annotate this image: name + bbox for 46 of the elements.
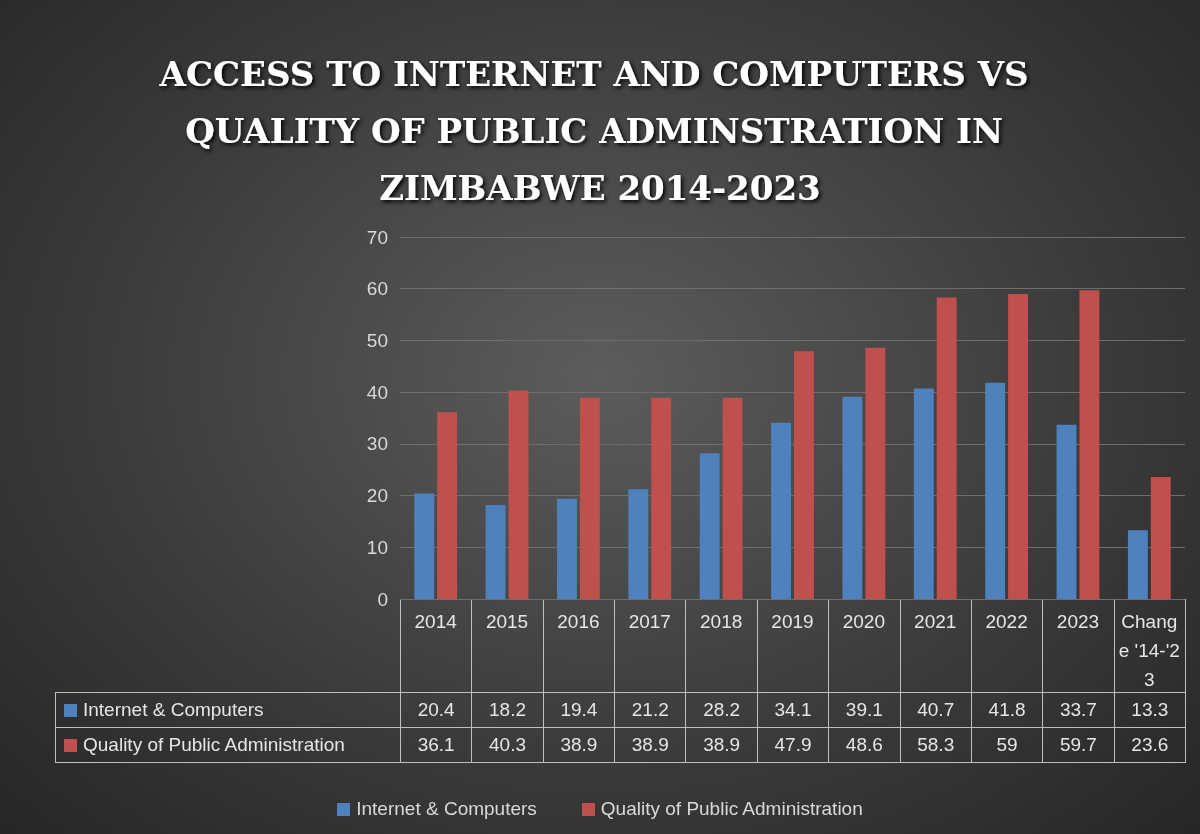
data-label: 38.9 (542, 727, 616, 763)
x-tick-label: 2023 (1056, 611, 1100, 632)
y-tick-label: 20 (366, 485, 388, 507)
data-label: 48.6 (828, 727, 901, 763)
x-tick-label: 2017 (628, 611, 671, 632)
text: Internet & Computers (356, 798, 537, 819)
data-label: 58.3 (899, 727, 972, 763)
data-label: 36.1 (400, 727, 473, 763)
legend-label: Internet & Computers (83, 699, 264, 721)
x-tick-label: 2022 (985, 611, 1028, 632)
data-label: 18.2 (471, 692, 544, 728)
data-label: 41.8 (970, 692, 1044, 728)
y-tick-label: 30 (366, 433, 388, 455)
legend-label: Quality of Public Administration (83, 734, 345, 756)
data-label: 59 (970, 727, 1044, 763)
y-tick-label: 60 (366, 278, 388, 300)
chart-title: ACCESS TO INTERNET AND COMPUTERS VS QUALITY OF PUBLIC ADMINSTRATION IN ZIMBABWE 2014-2023 (158, 53, 1041, 208)
data-label: 34.1 (756, 692, 830, 728)
data-label: 59.7 (1042, 727, 1115, 763)
x-tick-label: 2015 (485, 611, 529, 632)
x-tick-label: 2020 (842, 611, 885, 632)
data-label: 19.4 (542, 692, 616, 728)
data-label: 13.3 (1113, 692, 1186, 728)
data-label: 39.1 (828, 692, 901, 728)
data-label: 33.7 (1042, 692, 1115, 728)
y-tick-label: 70 (366, 226, 388, 248)
x-tick-label: 2016 (557, 611, 600, 632)
data-label: 23.6 (1113, 727, 1186, 763)
x-tick-label: 2021 (914, 611, 957, 632)
data-label: 21.2 (614, 692, 687, 728)
data-label: 47.9 (756, 727, 830, 763)
x-tick-label: 2014 (414, 611, 458, 632)
x-tick-label: 2019 (771, 611, 814, 632)
y-tick-label: 40 (366, 381, 388, 403)
text: Quality of Public Administration (600, 798, 863, 819)
data-label: 28.2 (685, 692, 758, 728)
x-tick-label: 2018 (700, 611, 743, 632)
y-tick-label: 50 (366, 329, 388, 351)
y-tick-label: 10 (366, 536, 388, 558)
x-tick-label: Change '14-'23 (1118, 611, 1180, 690)
y-tick-label: 0 (377, 588, 388, 610)
data-label: 20.4 (400, 692, 473, 728)
data-label: 38.9 (614, 727, 687, 763)
data-label: 40.3 (471, 727, 544, 763)
data-label: 38.9 (685, 727, 758, 763)
data-label: 40.7 (899, 692, 972, 728)
